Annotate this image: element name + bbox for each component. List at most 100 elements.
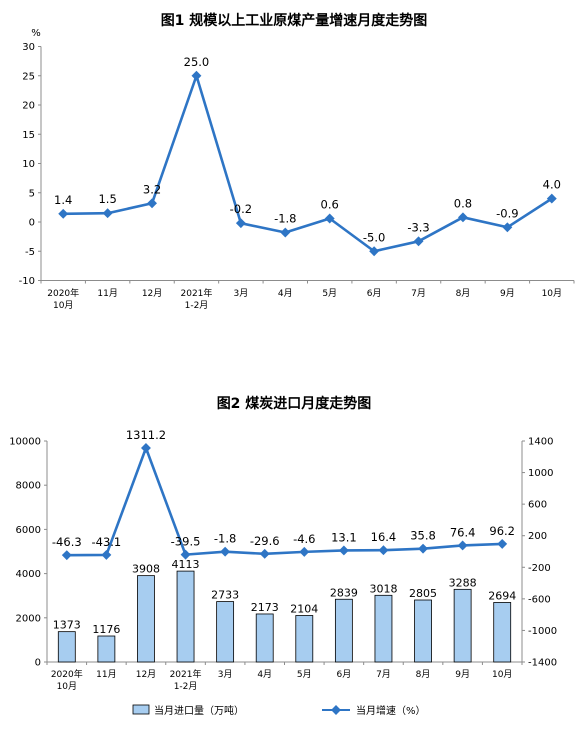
chart-1-data-label: -5.0: [363, 230, 385, 244]
chart-1-data-label: 1.5: [98, 192, 116, 206]
chart-1-data-label: 0.6: [321, 197, 339, 211]
chart-1-y-tick-label: 25: [22, 71, 35, 82]
chart-2-bar-label: 2694: [488, 589, 516, 602]
chart-1-point: [458, 212, 468, 223]
chart-1-data-label: 25.0: [184, 55, 210, 69]
chart-1-x-tick-label: 12月: [142, 288, 162, 299]
chart-2-line-point: [497, 538, 508, 549]
chart-2-x-tick-label: 2021年 1-2月: [170, 668, 202, 692]
chart-2-line-point: [180, 549, 191, 560]
chart-2-bar: [295, 615, 314, 663]
chart-2-line-label: 13.1: [331, 530, 357, 544]
chart-1-x-tick-label: 2021年 1-2月: [181, 287, 213, 311]
chart-1-x-tick-label: 3月: [234, 288, 249, 299]
chart-2-bar-label: 2173: [251, 601, 279, 614]
chart-2-line-point: [259, 548, 270, 559]
chart-2-right-tick-label: 200: [528, 531, 547, 542]
chart-2-right-tick-label: 1400: [528, 437, 553, 448]
chart-2-x-tick-label: 6月: [337, 669, 352, 680]
chart-1-y-tick-label: 0: [29, 218, 35, 229]
chart-1-x-tick-label: 9月: [500, 288, 515, 299]
chart-1-line: [63, 74, 553, 253]
chart-2-line-point: [418, 543, 428, 554]
chart-2-x-tick-label: 10月: [492, 669, 512, 680]
legend-bar-label: 当月进口量（万吨）: [154, 704, 244, 717]
chart-1-data-label: -1.8: [274, 212, 296, 226]
chart-2-x-tick-label: 9月: [455, 669, 470, 680]
chart-2-x-tick-label: 8月: [416, 669, 431, 680]
chart-2-line-label: -43.1: [91, 535, 121, 549]
chart-2-x-tick-label: 3月: [218, 669, 233, 680]
chart-2-line-point: [61, 550, 72, 561]
chart-1-y-unit: %: [31, 28, 41, 39]
chart-1-x-tick-label: 2020年 10月: [47, 287, 79, 311]
chart-2-right-tick-label: -600: [528, 594, 551, 605]
chart-2-x-tick-label: 11月: [96, 669, 116, 680]
chart-2-left-tick-label: 6000: [16, 525, 41, 536]
chart-1-point: [502, 222, 513, 233]
chart-2-x-tick-label: 2020年 10月: [51, 668, 83, 692]
chart-2-bar: [414, 599, 432, 663]
chart-1-y-tick-label: -5: [25, 247, 35, 258]
chart-2-line-label: 76.4: [450, 525, 476, 539]
chart-2-bar-label: 2104: [290, 603, 318, 616]
chart-2-bar: [334, 598, 353, 663]
chart-2-bar: [374, 594, 393, 663]
chart-2-bar-label: 3908: [132, 563, 160, 576]
chart-2-line: -46.3 -43.1 1311.2 -39.5 -1.8 -29.6 -4.6 13.1 16…: [52, 428, 515, 561]
chart-1-x-tick-label: 8月: [456, 288, 471, 299]
legend-line-label: 当月增速（%）: [356, 704, 426, 717]
chart-2-line-label: -46.3: [52, 535, 82, 549]
chart-2-line-point: [338, 545, 349, 556]
chart-2-bar: [97, 635, 116, 663]
chart-2-line-label: 35.8: [410, 529, 436, 543]
chart-2-axes: 0 2000 4000 6000 8000 10000 -1400 -1000 -600 -200…: [9, 437, 557, 693]
chart-2-line-label: -4.6: [293, 532, 315, 546]
chart-1-data-label: 0.8: [454, 196, 472, 210]
chart-2-bar-label: 2733: [211, 589, 239, 602]
chart-2-line-point: [457, 540, 468, 551]
chart-1-x-tick-label: 5月: [322, 288, 337, 299]
chart-2-left-tick-label: 4000: [16, 569, 41, 580]
chart-1-y-tick-label: -10: [19, 276, 35, 287]
chart-2-bar-label: 1176: [92, 623, 120, 636]
chart-2-bar-label: 4113: [172, 558, 200, 571]
chart-1-point: [147, 198, 157, 209]
chart-1-point: [324, 213, 335, 224]
chart-2-line-label: -39.5: [171, 535, 201, 549]
chart-2-bars: 1373 1176 3908 4113 2733 2173 2104 2839 3018 2805…: [53, 558, 516, 663]
chart-2-line-label: -29.6: [250, 534, 280, 548]
chart-2-right-tick-label: -200: [528, 563, 551, 574]
chart-2-bar: [57, 631, 76, 663]
chart-2-line-label: 16.4: [371, 530, 397, 544]
chart-2: 图2 煤炭进口月度走势图 0 2000 4000 6000 8000 10000 -1400…: [9, 395, 557, 717]
chart-1-title: 图1 规模以上工业原煤产量增速月度走势图: [161, 12, 428, 29]
chart-2-bar: [176, 570, 195, 663]
chart-1-data-label: 3.2: [143, 182, 161, 196]
chart-2-growth-line: [66, 446, 503, 557]
chart-2-bar-label: 2805: [409, 587, 437, 600]
chart-1: 图1 规模以上工业原煤产量增速月度走势图 % -10 -5 0 5 10 15 20 25 30…: [19, 12, 575, 311]
chart-2-x-tick-label: 4月: [257, 669, 272, 680]
chart-1-point: [369, 246, 380, 257]
chart-1-point: [280, 227, 291, 238]
chart-2-bar-label: 1373: [53, 619, 81, 632]
legend-line-marker: [331, 705, 341, 715]
chart-2-right-tick-label: -1000: [528, 626, 557, 637]
chart-2-x-tick-label: 5月: [297, 669, 312, 680]
legend-bar-swatch: [132, 704, 150, 715]
chart-2-bar: [216, 601, 235, 663]
chart-2-line-point: [378, 545, 389, 556]
chart-1-point: [413, 236, 424, 247]
chart-2-x-tick-label: 7月: [376, 669, 391, 680]
chart-2-line-point: [141, 443, 151, 453]
chart-1-point: [102, 208, 113, 219]
chart-1-y-tick-label: 30: [22, 42, 35, 53]
chart-1-data-label: -0.2: [230, 202, 252, 216]
chart-1-data-label: 1.4: [54, 193, 72, 207]
chart-2-left-tick-label: 0: [35, 658, 41, 669]
chart-1-point: [546, 193, 557, 204]
chart-1-data-label: -0.9: [496, 206, 518, 220]
chart-1-x-tick-label: 10月: [542, 288, 562, 299]
